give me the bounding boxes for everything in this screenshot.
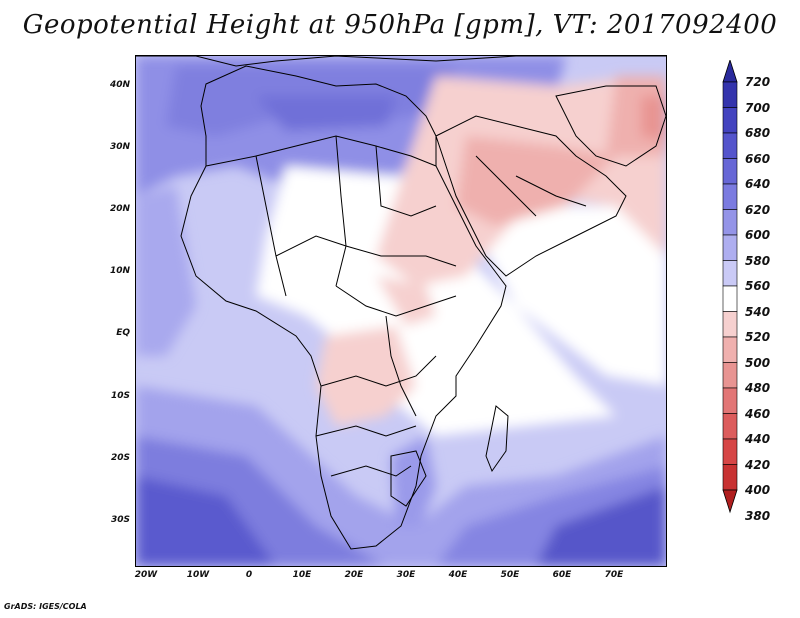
lon-label: 10W bbox=[186, 570, 210, 580]
geopotential-field bbox=[136, 56, 666, 566]
colorbar-swatch bbox=[722, 260, 738, 287]
lat-label: 30N bbox=[109, 142, 130, 152]
colorbar-arrow-bottom bbox=[722, 489, 738, 514]
colorbar-swatch bbox=[722, 311, 738, 338]
colorbar-swatch bbox=[722, 362, 738, 389]
colorbar-swatch bbox=[722, 234, 738, 261]
colorbar-label: 540 bbox=[745, 304, 771, 319]
lon-label: 20W bbox=[134, 570, 158, 580]
lon-label: 70E bbox=[604, 570, 624, 580]
lat-label: 10N bbox=[109, 266, 130, 276]
colorbar-label: 660 bbox=[745, 151, 771, 166]
colorbar-swatch bbox=[722, 81, 738, 108]
lat-label: 10S bbox=[110, 391, 130, 401]
lat-label: 20N bbox=[109, 204, 130, 214]
lat-label: 30S bbox=[110, 515, 130, 525]
colorbar-swatch bbox=[722, 336, 738, 363]
colorbar bbox=[722, 60, 738, 514]
colorbar-label: 380 bbox=[745, 508, 771, 523]
colorbar-swatch bbox=[722, 158, 738, 185]
colorbar-label: 620 bbox=[745, 202, 771, 217]
colorbar-swatch bbox=[722, 285, 738, 312]
lat-label: 40N bbox=[109, 80, 130, 90]
colorbar-label: 580 bbox=[745, 253, 771, 268]
colorbar-label: 680 bbox=[745, 126, 771, 140]
colorbar-label: 700 bbox=[745, 100, 771, 115]
colorbar-label: 720 bbox=[745, 75, 771, 89]
lon-label: 40E bbox=[448, 570, 468, 580]
colorbar-label: 560 bbox=[745, 279, 771, 293]
map-title: Geopotential Height at 950hPa [gpm], VT:… bbox=[22, 10, 778, 40]
colorbar-swatch bbox=[722, 413, 738, 440]
colorbar-label: 460 bbox=[745, 406, 771, 421]
colorbar-label: 420 bbox=[745, 457, 771, 472]
colorbar-swatch bbox=[722, 209, 738, 236]
colorbar-label: 480 bbox=[745, 381, 771, 395]
colorbar-swatch bbox=[722, 464, 738, 491]
credit-text: GrADS: IGES/COLA bbox=[4, 602, 87, 611]
lon-label: 30E bbox=[396, 570, 416, 580]
colorbar-label: 640 bbox=[745, 177, 771, 191]
colorbar-arrow-top bbox=[722, 60, 738, 83]
lon-label: 50E bbox=[500, 570, 520, 580]
colorbar-swatch bbox=[722, 132, 738, 159]
colorbar-label: 500 bbox=[745, 355, 771, 370]
lon-label: 60E bbox=[552, 570, 572, 580]
colorbar-label: 400 bbox=[745, 483, 771, 497]
lon-label: 20E bbox=[344, 570, 364, 580]
lat-label: EQ bbox=[116, 328, 130, 338]
colorbar-swatch bbox=[722, 183, 738, 210]
colorbar-swatch bbox=[722, 438, 738, 465]
lon-label: 10E bbox=[292, 570, 312, 580]
colorbar-label: 520 bbox=[745, 330, 771, 344]
colorbar-label: 600 bbox=[745, 228, 771, 242]
map-plot-area bbox=[135, 55, 667, 567]
lon-label: 0 bbox=[245, 570, 253, 580]
lat-label: 20S bbox=[110, 453, 130, 463]
colorbar-swatch bbox=[722, 387, 738, 414]
colorbar-swatch bbox=[722, 107, 738, 134]
colorbar-label: 440 bbox=[745, 432, 771, 446]
